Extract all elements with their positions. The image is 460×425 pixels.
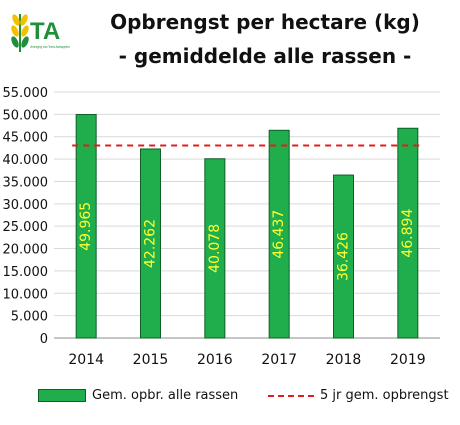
y-tick-label: 55.000 — [3, 86, 49, 101]
wheat-icon — [11, 14, 29, 52]
y-tick-label: 0 — [40, 332, 48, 347]
bar-value-label: 46.894 — [400, 209, 416, 258]
x-tick-label: 2016 — [197, 352, 233, 368]
bar — [204, 158, 226, 339]
bar-value-label: 40.078 — [207, 224, 223, 273]
logo: TA Vereniging voor Telers Aardappelen — [11, 14, 70, 52]
y-tick-label: 30.000 — [3, 198, 49, 213]
bar — [333, 174, 354, 339]
chart-subtitle: - gemiddelde alle rassen - — [118, 44, 412, 68]
legend: Gem. opbr. alle rassen 5 jr gem. opbreng… — [0, 388, 460, 408]
y-tick-label: 20.000 — [3, 243, 49, 258]
logo-text: TA — [30, 18, 60, 45]
y-tick-label: 40.000 — [3, 153, 49, 168]
legend-item-average: 5 jr gem. opbrengst — [268, 388, 449, 403]
bar-value-label: 46.437 — [271, 210, 287, 259]
bar — [397, 127, 419, 339]
y-tick-label: 10.000 — [3, 287, 49, 302]
bar-value-label: 49.965 — [78, 202, 94, 251]
chart-title: Opbrengst per hectare (kg) — [110, 10, 420, 34]
bar — [140, 148, 161, 339]
y-tick-label: 35.000 — [3, 175, 49, 190]
y-tick-label: 50.000 — [3, 108, 49, 123]
y-tick-label: 25.000 — [3, 220, 49, 235]
x-tick-label: 2019 — [390, 352, 426, 368]
bar-value-label: 36.426 — [336, 232, 352, 281]
logo-subtext: Vereniging voor Telers Aardappelen — [30, 44, 70, 49]
bar — [75, 114, 97, 339]
legend-swatch-dashed-line — [268, 394, 314, 397]
y-tick-label: 15.000 — [3, 265, 49, 280]
y-tick-label: 45.000 — [3, 131, 49, 146]
x-tick-label: 2018 — [326, 352, 362, 368]
legend-item-bars: Gem. opbr. alle rassen — [38, 388, 238, 403]
legend-swatch-bar — [38, 389, 86, 402]
x-tick-label: 2015 — [133, 352, 169, 368]
x-tick-label: 2017 — [261, 352, 297, 368]
legend-label-bars: Gem. opbr. alle rassen — [92, 388, 239, 403]
y-tick-label: 5.000 — [11, 310, 48, 325]
bar — [268, 129, 290, 339]
legend-label-average: 5 jr gem. opbrengst — [320, 388, 449, 403]
bar-value-label: 42.262 — [143, 219, 159, 268]
x-tick-label: 2014 — [68, 352, 104, 368]
